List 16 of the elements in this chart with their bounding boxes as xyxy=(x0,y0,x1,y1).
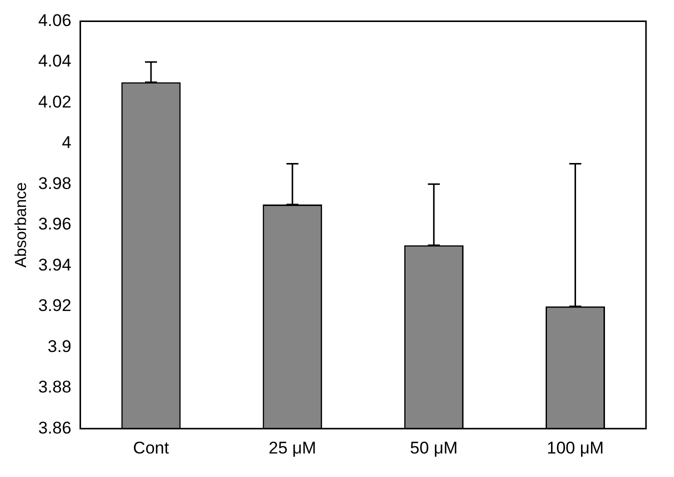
y-tick-label: 3.96 xyxy=(38,214,72,234)
y-tick-label: 4 xyxy=(62,133,72,152)
x-tick-label: 100 μM xyxy=(546,438,604,458)
y-tick-label: 3.98 xyxy=(38,174,72,193)
y-tick-label: 4.02 xyxy=(38,92,72,112)
y-axis-title: Absorbance xyxy=(13,182,30,268)
y-tick-label: 3.86 xyxy=(38,418,72,438)
y-tick-label: 3.94 xyxy=(38,255,72,274)
y-tick-label: 3.9 xyxy=(48,336,72,356)
y-tick-label: 4.06 xyxy=(38,10,72,30)
y-tick-label: 3.92 xyxy=(38,296,72,316)
y-tick-label: 4.04 xyxy=(38,52,72,71)
x-tick-label: 25 μM xyxy=(268,438,316,458)
x-tick-label: Cont xyxy=(133,438,170,458)
y-tick-label: 3.88 xyxy=(38,378,72,397)
x-tick-label: 50 μM xyxy=(410,438,458,458)
